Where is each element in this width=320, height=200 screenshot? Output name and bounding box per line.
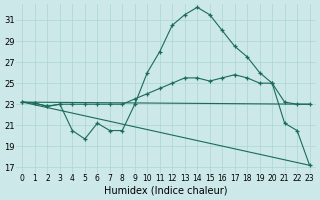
X-axis label: Humidex (Indice chaleur): Humidex (Indice chaleur) — [104, 186, 228, 196]
